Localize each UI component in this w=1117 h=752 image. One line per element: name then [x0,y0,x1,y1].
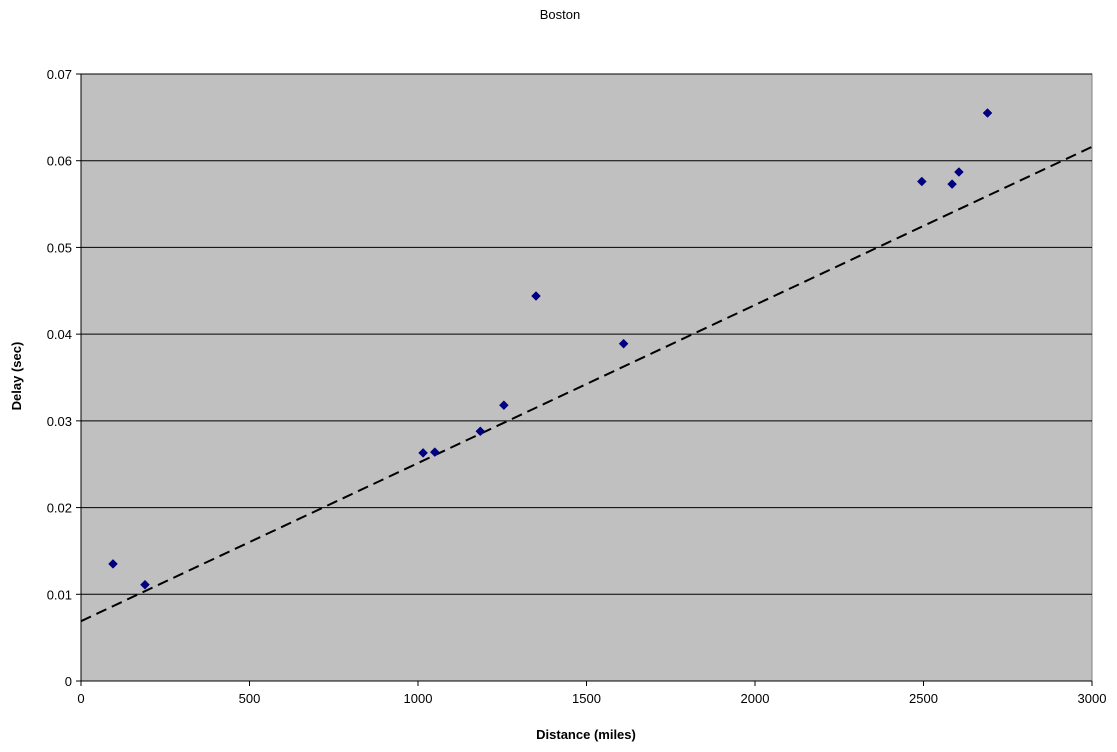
data-points [108,108,993,590]
y-tick-label: 0.06 [47,154,72,169]
data-point [947,179,957,189]
y-axis-label: Delay (sec) [9,342,24,411]
gridlines [81,73,1092,595]
data-point [140,579,150,590]
data-point [982,108,993,118]
x-tick-label: 500 [239,691,261,706]
y-tick-label: 0.05 [47,240,72,255]
x-tick-label: 2500 [909,691,938,706]
plot-area [80,73,1093,682]
x-tick-label: 3000 [1078,691,1107,706]
x-tick-label: 2000 [741,691,770,706]
y-tick-label: 0.04 [47,327,72,342]
x-tick-label: 1000 [404,691,433,706]
x-tick-label: 1500 [572,691,601,706]
data-point [475,426,486,437]
y-tick-label: 0.01 [47,587,72,602]
chart-title: Boston [540,7,580,22]
data-point [418,448,428,458]
data-point [531,291,541,301]
x-axis-label: Distance (miles) [536,727,636,742]
data-point [954,167,964,177]
y-tick-label: 0 [65,674,72,689]
y-tick-label: 0.02 [47,501,72,516]
y-axis-ticks: 0 0.01 0.02 0.03 0.04 0.05 0.06 0.07 [47,67,81,689]
data-point [108,559,118,569]
y-tick-label: 0.07 [47,67,72,82]
x-tick-label: 0 [77,691,84,706]
data-point [618,338,629,349]
x-axis-ticks: 0 500 1000 1500 2000 2500 3000 [77,681,1106,706]
data-point [429,447,440,457]
y-tick-label: 0.03 [47,414,72,429]
data-point [916,176,927,187]
data-point [499,400,509,411]
